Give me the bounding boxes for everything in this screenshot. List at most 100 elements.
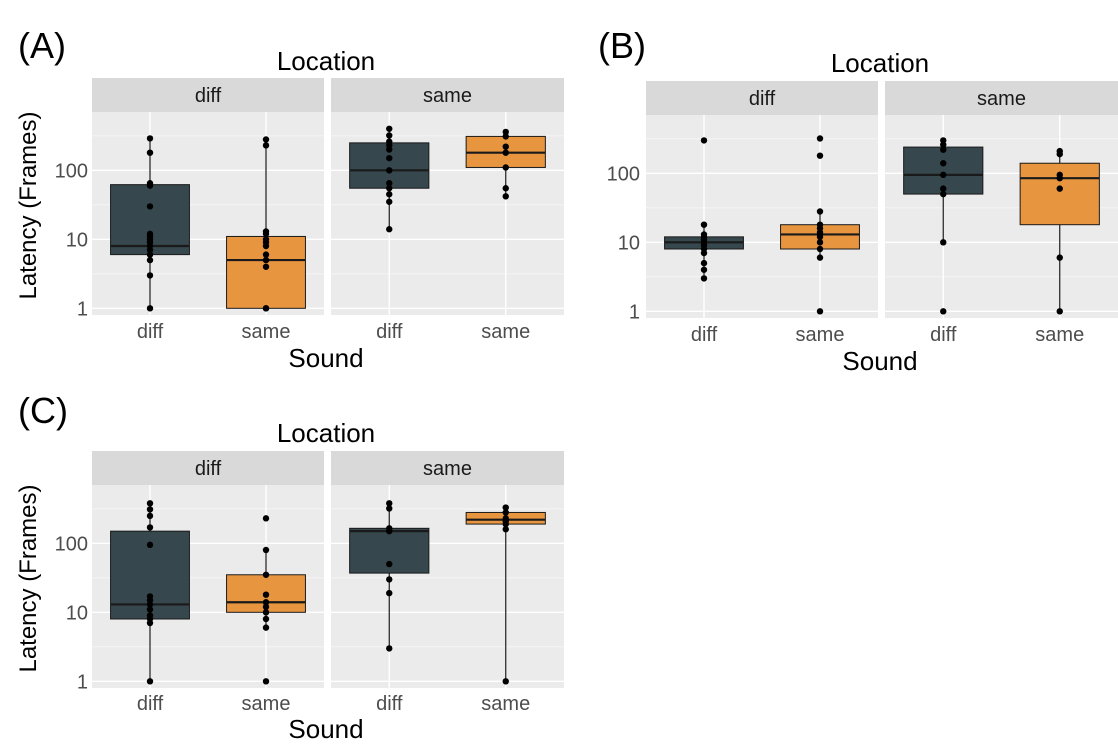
facet-same: same diff same [331, 78, 564, 343]
data-point [700, 266, 708, 273]
data-point [940, 239, 947, 246]
data-point [386, 525, 393, 532]
data-point [700, 221, 708, 228]
y-tick-label: 100 [55, 160, 88, 182]
facet-strip-label: diff [749, 88, 776, 110]
facet-diff: diff diff same [92, 78, 324, 343]
data-point [502, 193, 509, 200]
data-point [146, 512, 154, 520]
box-same [1019, 147, 1100, 315]
facet-strip [331, 451, 564, 485]
box-diff [110, 500, 190, 685]
data-point [386, 505, 393, 512]
chart-title: Location [277, 418, 375, 448]
data-point [146, 593, 154, 600]
y-tick-label: 10 [66, 602, 88, 624]
x-tick-label: diff [930, 324, 957, 346]
data-point [146, 272, 154, 279]
data-point [940, 308, 947, 315]
box-same [465, 128, 546, 200]
data-point [502, 164, 509, 171]
box-same [226, 136, 306, 312]
data-point [700, 137, 708, 144]
data-point [262, 599, 270, 606]
data-point [262, 591, 270, 598]
data-point [146, 500, 154, 507]
data-point [816, 152, 824, 159]
data-point [816, 208, 824, 215]
data-point [386, 185, 393, 192]
data-point [262, 609, 270, 616]
facet-strip [92, 451, 324, 485]
x-axis-label: Sound [288, 343, 363, 373]
data-point [386, 191, 393, 198]
data-point [816, 239, 824, 246]
facet-strip [885, 81, 1118, 115]
data-point [146, 305, 154, 312]
data-point [146, 506, 154, 513]
data-point [262, 624, 270, 631]
facet-strip-label: same [423, 85, 472, 107]
data-point [262, 515, 270, 522]
data-point [386, 180, 393, 187]
box-same [465, 504, 546, 685]
data-point [262, 546, 270, 554]
x-axis-label: Sound [842, 346, 917, 376]
x-axis-label: Sound [288, 714, 363, 744]
facet-strip [92, 78, 324, 112]
data-point [940, 137, 947, 144]
data-point [816, 245, 824, 253]
data-point [262, 256, 270, 264]
box-diff [110, 135, 190, 312]
data-point [816, 254, 824, 261]
x-tick-label: diff [137, 693, 164, 715]
panel-label: (A) [18, 25, 66, 66]
data-point [146, 251, 154, 258]
facet-same: same diff same [331, 451, 564, 715]
data-point [700, 231, 708, 238]
facet-same: same diff same [885, 81, 1118, 346]
data-point [502, 133, 509, 140]
data-point [386, 154, 393, 162]
facet-diff: diff diff same [92, 451, 324, 715]
data-point [386, 560, 393, 568]
y-tick-label: 10 [66, 229, 88, 251]
data-point [816, 221, 824, 228]
data-point [502, 526, 509, 533]
data-point [386, 198, 393, 205]
data-point [940, 146, 947, 153]
data-point [1056, 147, 1063, 155]
facet-strip-label: diff [195, 458, 222, 480]
data-point [146, 230, 154, 238]
x-tick-label: same [481, 693, 530, 715]
box-same [226, 515, 306, 685]
data-point [146, 203, 154, 210]
y-tick-label: 1 [77, 671, 88, 693]
data-point [502, 515, 509, 522]
data-point [386, 125, 393, 132]
data-point [940, 190, 947, 198]
data-point [146, 149, 154, 156]
data-point [146, 524, 154, 531]
box-diff [349, 125, 430, 233]
data-point [262, 263, 270, 270]
data-point [386, 645, 393, 652]
y-tick-label: 100 [607, 163, 640, 185]
data-point [386, 589, 393, 597]
data-point [940, 171, 947, 179]
box-diff [903, 137, 984, 315]
data-point [262, 615, 270, 623]
data-point [502, 185, 509, 192]
facet-strip-label: diff [195, 85, 222, 107]
x-tick-label: diff [376, 693, 403, 715]
x-tick-label: diff [137, 321, 164, 343]
data-point [146, 180, 154, 187]
data-point [146, 678, 154, 685]
chart-title: Location [277, 46, 375, 76]
data-point [262, 251, 270, 258]
box-diff [349, 500, 430, 652]
facet-panel-background [646, 115, 878, 318]
